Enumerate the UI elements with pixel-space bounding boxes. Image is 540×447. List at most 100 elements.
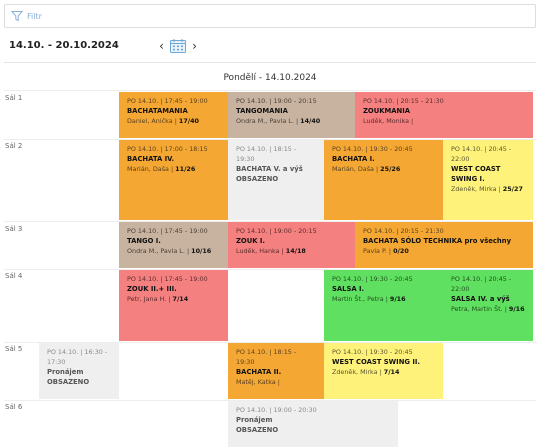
- room-label: Sál 3: [5, 225, 23, 233]
- event-card[interactable]: PO 14.10. | 20:45 - 22:00 SALSA IV. a vý…: [443, 270, 533, 341]
- event-time: PO 14.10. | 17:45 - 19:00: [127, 275, 208, 283]
- room-label: Sál 6: [5, 403, 23, 411]
- row-divider: [4, 90, 536, 91]
- event-title: WEST COAST SWING II.: [332, 358, 420, 366]
- event-card[interactable]: PO 14.10. | 19:00 - 20:15 ZOUK I. Luděk,…: [228, 222, 355, 268]
- event-instructors: Martin Št., Petra: [332, 295, 384, 303]
- event-card[interactable]: PO 14.10. | 20:45 - 22:00 WEST COAST SWI…: [443, 140, 533, 220]
- next-week-button[interactable]: ›: [192, 39, 197, 53]
- event-time: PO 14.10. | 20:45 - 22:00: [451, 275, 512, 293]
- room-label: Sál 5: [5, 345, 23, 353]
- event-time: PO 14.10. | 17:45 - 19:00: [127, 227, 208, 235]
- event-card[interactable]: PO 14.10. | 16:30 - 17:30 Pronájem OBSAZ…: [39, 343, 119, 399]
- event-instructors: Matěj, Katka: [236, 378, 276, 386]
- event-card[interactable]: PO 14.10. | 20:15 - 21:30 ZOUKMANIA Ludě…: [355, 92, 533, 138]
- event-capacity: 7/14: [383, 368, 400, 376]
- event-capacity: 9/16: [508, 305, 525, 313]
- event-card[interactable]: PO 14.10. | 17:45 - 19:00 TANGO I. Ondra…: [119, 222, 228, 268]
- event-time: PO 14.10. | 18:15 - 19:30: [236, 348, 297, 366]
- event-card[interactable]: PO 14.10. | 19:30 - 20:45 BACHATA I. Mar…: [324, 140, 443, 220]
- event-capacity: 0/20: [393, 247, 409, 255]
- event-card[interactable]: PO 14.10. | 19:00 - 20:15 TANGOMANIA Ond…: [228, 92, 355, 138]
- event-capacity: 10/16: [191, 247, 212, 255]
- event-capacity: 25/27: [502, 185, 523, 193]
- event-status: OBSAZENO: [236, 426, 279, 434]
- event-instructors: Pavla P.: [363, 247, 387, 255]
- event-title: BACHATA I.: [332, 155, 375, 163]
- event-instructors: Luděk, Monika: [363, 117, 410, 125]
- event-title: Pronájem: [47, 368, 84, 376]
- event-time: PO 14.10. | 17:00 - 18:15: [127, 145, 208, 153]
- event-time: PO 14.10. | 20:15 - 21:30: [363, 97, 444, 105]
- event-capacity: 9/16: [389, 295, 406, 303]
- row-divider: [4, 269, 536, 270]
- event-time: PO 14.10. | 19:30 - 20:45: [332, 348, 413, 356]
- event-title: Pronájem: [236, 416, 273, 424]
- header-divider: [4, 62, 536, 63]
- event-instructors: Petra, Martin Št.: [451, 305, 503, 313]
- event-title: SALSA I.: [332, 285, 365, 293]
- calendar-icon[interactable]: [169, 38, 187, 54]
- event-capacity: 11/26: [175, 165, 196, 173]
- room-label: Sál 4: [5, 272, 23, 280]
- event-card[interactable]: PO 14.10. | 19:00 - 20:30 Pronájem OBSAZ…: [228, 401, 398, 447]
- event-instructors: Marián, Daša: [332, 165, 374, 173]
- event-title: ZOUK I.: [236, 237, 265, 245]
- event-instructors: Ondra M., Pavla L.: [127, 247, 185, 255]
- event-card[interactable]: PO 14.10. | 17:45 - 19:00 BACHATAMANIA D…: [119, 92, 228, 138]
- event-card[interactable]: PO 14.10. | 17:00 - 18:15 BACHATA IV. Ma…: [119, 140, 228, 220]
- event-status: OBSAZENO: [236, 175, 279, 183]
- filter-icon: [11, 11, 23, 22]
- event-capacity: 17/40: [178, 117, 199, 125]
- event-capacity: 14/18: [285, 247, 306, 255]
- event-title: ZOUK II.+ III.: [127, 285, 177, 293]
- event-card[interactable]: PO 14.10. | 19:30 - 20:45 SALSA I. Marti…: [324, 270, 443, 341]
- event-time: PO 14.10. | 19:30 - 20:45: [332, 145, 413, 153]
- event-title: ZOUKMANIA: [363, 107, 410, 115]
- event-instructors: Ondra M., Pavla L.: [236, 117, 294, 125]
- event-title: BACHATA V. a výš: [236, 165, 303, 173]
- event-capacity: 14/40: [300, 117, 321, 125]
- event-title: BACHATAMANIA: [127, 107, 188, 115]
- event-title: WEST COAST SWING I.: [451, 165, 501, 183]
- event-instructors: Marián, Daša: [127, 165, 169, 173]
- event-card[interactable]: PO 14.10. | 18:15 - 19:30 BACHATA II. Ma…: [228, 343, 324, 399]
- room-label: Sál 1: [5, 94, 23, 102]
- event-time: PO 14.10. | 20:45 - 22:00: [451, 145, 512, 163]
- event-card[interactable]: PO 14.10. | 18:15 - 19:30 BACHATA V. a v…: [228, 140, 324, 220]
- event-time: PO 14.10. | 20:15 - 21:30: [363, 227, 444, 235]
- event-instructors: Zdeněk, Mirka: [332, 368, 378, 376]
- event-instructors: Luděk, Hanka: [236, 247, 280, 255]
- date-range: 14.10. - 20.10.2024: [9, 40, 119, 51]
- event-title: TANGOMANIA: [236, 107, 288, 115]
- event-time: PO 14.10. | 18:15 - 19:30: [236, 145, 297, 163]
- event-title: SALSA IV. a výš: [451, 295, 510, 303]
- filter-bar[interactable]: Filtr: [4, 4, 536, 28]
- event-title: BACHATA II.: [236, 368, 282, 376]
- event-card[interactable]: PO 14.10. | 19:30 - 20:45 WEST COAST SWI…: [324, 343, 443, 399]
- event-time: PO 14.10. | 16:30 - 17:30: [47, 348, 108, 366]
- event-time: PO 14.10. | 19:30 - 20:45: [332, 275, 413, 283]
- event-card[interactable]: PO 14.10. | 17:45 - 19:00 ZOUK II.+ III.…: [119, 270, 228, 341]
- event-instructors: Zdeněk, Mirka: [451, 185, 497, 193]
- room-label: Sál 2: [5, 142, 23, 150]
- event-time: PO 14.10. | 19:00 - 20:30: [236, 406, 317, 414]
- event-title: BACHATA SÓLO TECHNIKA pro všechny: [363, 237, 512, 245]
- event-card[interactable]: PO 14.10. | 20:15 - 21:30 BACHATA SÓLO T…: [355, 222, 533, 268]
- event-time: PO 14.10. | 19:00 - 20:15: [236, 227, 317, 235]
- event-instructors: Petr, Jana H.: [127, 295, 167, 303]
- event-time: PO 14.10. | 17:45 - 19:00: [127, 97, 208, 105]
- event-title: BACHATA IV.: [127, 155, 175, 163]
- prev-week-button[interactable]: ‹: [159, 39, 164, 53]
- event-time: PO 14.10. | 19:00 - 20:15: [236, 97, 317, 105]
- week-navigation: ‹ ›: [157, 38, 199, 54]
- row-divider: [4, 139, 536, 140]
- row-divider: [4, 221, 536, 222]
- event-capacity: 25/26: [380, 165, 401, 173]
- event-instructors: Daniel, Anička: [127, 117, 173, 125]
- row-divider: [4, 342, 536, 343]
- event-status: OBSAZENO: [47, 378, 90, 386]
- event-title: TANGO I.: [127, 237, 161, 245]
- row-divider: [4, 400, 536, 401]
- event-capacity: 7/14: [172, 295, 189, 303]
